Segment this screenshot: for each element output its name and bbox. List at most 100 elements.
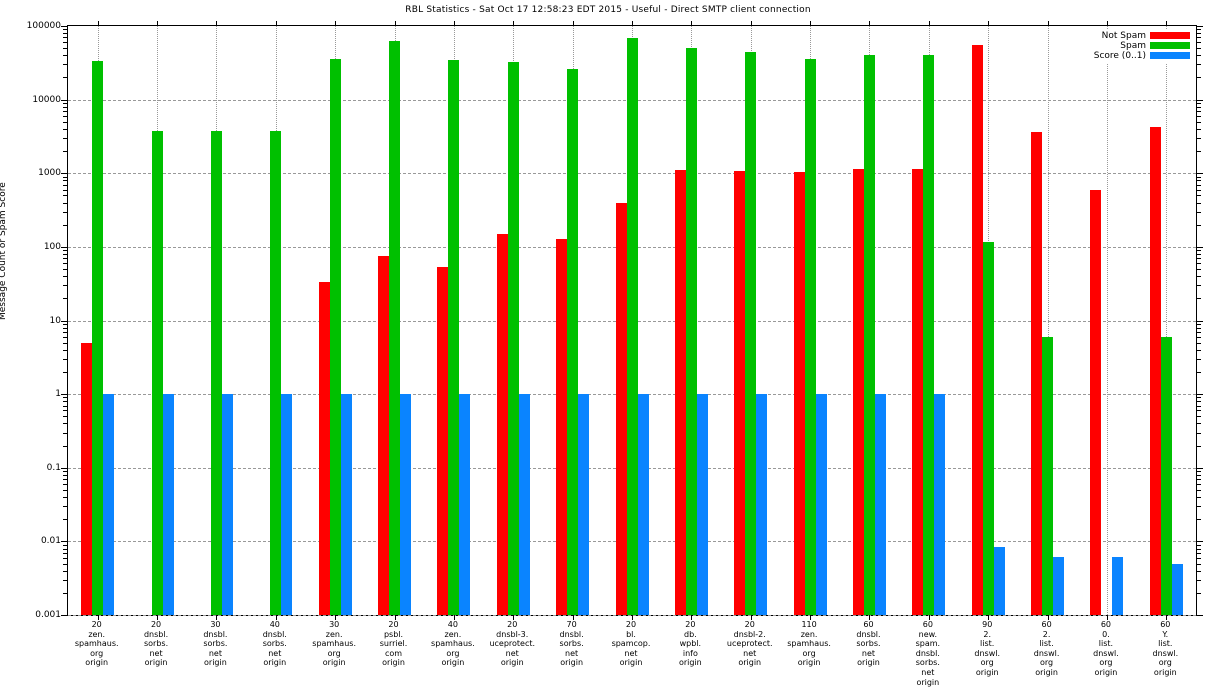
x-axis-tick-label: 40 zen. spamhaus. org origin xyxy=(431,620,475,668)
y-axis-tick-label: 10 xyxy=(49,315,61,326)
axis-tick-minor xyxy=(63,371,68,373)
axis-tick-major xyxy=(61,173,68,175)
y-axis-title: Message Count or Spam Score xyxy=(0,182,8,320)
bar-score xyxy=(637,394,649,615)
axis-tick-x xyxy=(988,615,990,620)
x-axis-tick-label: 20 bl. spamcop. net origin xyxy=(611,620,651,668)
axis-tick-minor xyxy=(63,327,68,329)
axis-tick-minor xyxy=(63,579,68,581)
axis-tick-x xyxy=(750,21,752,26)
axis-tick-minor xyxy=(1196,557,1201,559)
bar-not-spam xyxy=(496,233,508,615)
axis-tick-x xyxy=(97,615,99,620)
bar-score xyxy=(221,394,233,615)
bar-not-spam xyxy=(378,256,390,615)
y-axis-tick-label: 100000 xyxy=(26,21,61,31)
axis-tick-minor xyxy=(63,195,68,197)
bar-score xyxy=(578,394,590,615)
axis-tick-x xyxy=(1166,615,1168,620)
y-axis-tick-labels: 100000 10000 1000 100 10 1 0.1 0.01 0.001 xyxy=(0,21,61,620)
bar-score xyxy=(1171,563,1183,615)
axis-tick-minor xyxy=(1196,48,1201,50)
axis-tick-minor xyxy=(1196,544,1201,546)
x-axis-tick-label: 70 dnsbl. sorbs. net origin xyxy=(559,620,584,668)
axis-tick-minor xyxy=(1196,33,1201,35)
axis-tick-minor xyxy=(1196,111,1201,113)
x-axis-tick-label: 30 zen. spamhaus. org origin xyxy=(312,620,356,668)
bar-score xyxy=(1053,556,1065,615)
axis-tick-x xyxy=(1047,615,1049,620)
axis-tick-minor xyxy=(63,37,68,39)
axis-tick-minor xyxy=(63,416,68,418)
axis-tick-minor xyxy=(1196,401,1201,403)
bar-spam xyxy=(92,60,104,615)
axis-tick-minor xyxy=(1196,263,1201,265)
axis-tick-minor xyxy=(1196,489,1201,491)
axis-tick-minor xyxy=(1196,358,1201,360)
axis-tick-minor xyxy=(1196,497,1201,499)
bar-not-spam xyxy=(556,238,568,615)
bar-score xyxy=(281,394,293,615)
axis-tick-x xyxy=(453,21,455,26)
axis-tick-minor xyxy=(63,128,68,130)
axis-tick-minor xyxy=(1196,250,1201,252)
legend-swatch xyxy=(1150,32,1190,39)
axis-tick-minor xyxy=(63,298,68,300)
axis-tick-major xyxy=(1196,26,1203,27)
axis-tick-minor xyxy=(1196,405,1201,407)
x-axis-tick-label: 20 dnsbl. sorbs. net origin xyxy=(143,620,169,668)
x-axis-tick-label: 60 dnsbl. sorbs. net origin xyxy=(856,620,881,668)
axis-tick-minor xyxy=(1196,327,1201,329)
axis-tick-minor xyxy=(63,479,68,481)
axis-tick-minor xyxy=(1196,102,1201,104)
y-axis-tick-label: 10000 xyxy=(32,94,61,105)
axis-tick-minor xyxy=(63,176,68,178)
axis-tick-minor xyxy=(1196,563,1201,565)
axis-tick-x xyxy=(513,615,515,620)
axis-tick-major xyxy=(61,541,68,543)
bar-spam xyxy=(982,242,994,615)
axis-tick-minor xyxy=(1196,548,1201,550)
axis-tick-minor xyxy=(63,358,68,360)
axis-tick-x xyxy=(810,21,812,26)
axis-tick-major xyxy=(1196,394,1203,396)
bar-score xyxy=(874,394,886,615)
y-axis-tick-label: 0.001 xyxy=(35,610,61,620)
legend-label: Score (0..1) xyxy=(1093,50,1146,61)
axis-tick-minor xyxy=(1196,224,1201,226)
axis-tick-minor xyxy=(1196,115,1201,117)
x-axis-tick-label: 20 zen. spamhaus. org origin xyxy=(74,620,119,668)
axis-tick-minor xyxy=(1196,258,1201,260)
axis-tick-minor xyxy=(1196,519,1201,521)
axis-tick-x xyxy=(869,615,871,620)
axis-tick-minor xyxy=(1196,397,1201,399)
axis-tick-minor xyxy=(1196,423,1201,425)
axis-tick-minor xyxy=(63,489,68,491)
axis-tick-minor xyxy=(63,544,68,546)
bar-not-spam xyxy=(1090,189,1102,615)
axis-tick-minor xyxy=(63,471,68,473)
bar-score xyxy=(756,394,768,615)
gridline-vertical xyxy=(1047,26,1049,615)
axis-tick-minor xyxy=(63,121,68,123)
axis-tick-minor xyxy=(63,64,68,66)
x-axis-tick-labels: 20 zen. spamhaus. org origin 20 dnsbl. so… xyxy=(67,620,1197,687)
bar-spam xyxy=(389,41,401,615)
axis-tick-x xyxy=(216,21,218,26)
axis-tick-x xyxy=(632,21,633,26)
axis-tick-minor xyxy=(1196,42,1201,44)
bar-spam xyxy=(448,59,460,615)
bar-score xyxy=(162,394,174,615)
axis-tick-major xyxy=(61,99,68,101)
x-axis-tick-label: 90 2. list. dnswl. org origin xyxy=(974,620,1001,677)
bar-spam xyxy=(329,58,341,615)
axis-tick-minor xyxy=(1196,479,1201,481)
axis-tick-minor xyxy=(1196,128,1201,130)
axis-tick-minor xyxy=(1196,349,1201,351)
axis-tick-x xyxy=(97,21,99,26)
bar-spam xyxy=(210,130,222,615)
axis-tick-minor xyxy=(63,189,68,191)
axis-tick-minor xyxy=(63,592,68,594)
axis-tick-minor xyxy=(63,77,68,79)
